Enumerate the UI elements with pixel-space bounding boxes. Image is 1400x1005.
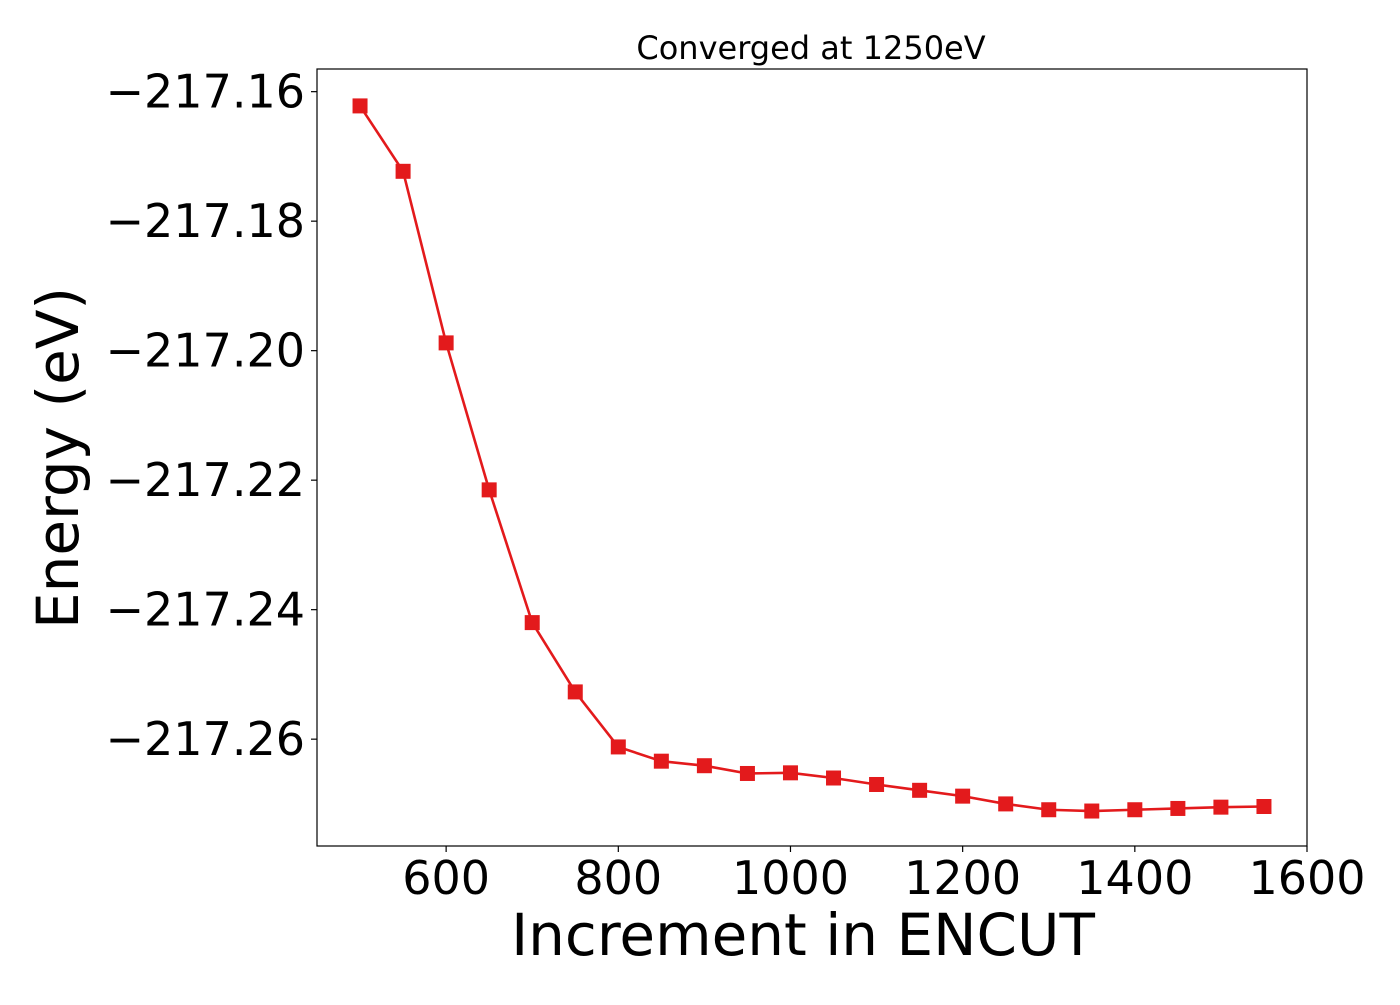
data-point [610,739,626,755]
series-line [358,105,1264,813]
y-tick-label: −217.18 [106,194,306,248]
x-tick-label: 800 [574,851,662,905]
data-point [438,335,454,351]
data-point [739,765,755,781]
data-point [1041,802,1057,818]
data-point [1170,800,1186,816]
y-tick-label: −217.20 [106,324,306,378]
plot-frame [316,68,1308,847]
data-point [696,758,712,774]
x-axis: 600 800 1000 1200 1400 1600 [402,846,1366,905]
chart-title: Converged at 1250eV [636,29,985,67]
x-tick-label: 1400 [1076,851,1193,905]
data-point [395,163,411,179]
data-point [912,782,928,798]
data-point [481,482,497,498]
y-axis: −217.16 −217.18 −217.20 −217.22 −217.24 −217.… [106,65,317,766]
x-tick-label: 1600 [1248,851,1365,905]
x-tick-label: 1200 [904,851,1021,905]
plot-area [316,68,1308,847]
data-point [1127,802,1143,818]
y-tick-label: −217.22 [106,453,306,507]
data-point [955,788,971,804]
data-point [782,765,798,781]
data-point [998,796,1014,812]
x-tick-label: 600 [402,851,490,905]
data-point [869,776,885,792]
y-tick-label: −217.26 [106,712,306,766]
data-point [352,98,368,114]
data-point [826,770,842,786]
data-point [1256,799,1272,814]
data-point [653,753,669,769]
y-tick-label: −217.16 [106,65,306,119]
data-point [524,615,540,631]
data-point [1084,803,1100,819]
data-point [1213,799,1229,815]
y-tick-label: −217.24 [106,583,306,637]
data-point [567,684,583,700]
y-axis-label: Energy (eV) [24,287,92,629]
x-tick-label: 1000 [732,851,849,905]
x-axis-label: Increment in ENCUT [511,901,1095,969]
